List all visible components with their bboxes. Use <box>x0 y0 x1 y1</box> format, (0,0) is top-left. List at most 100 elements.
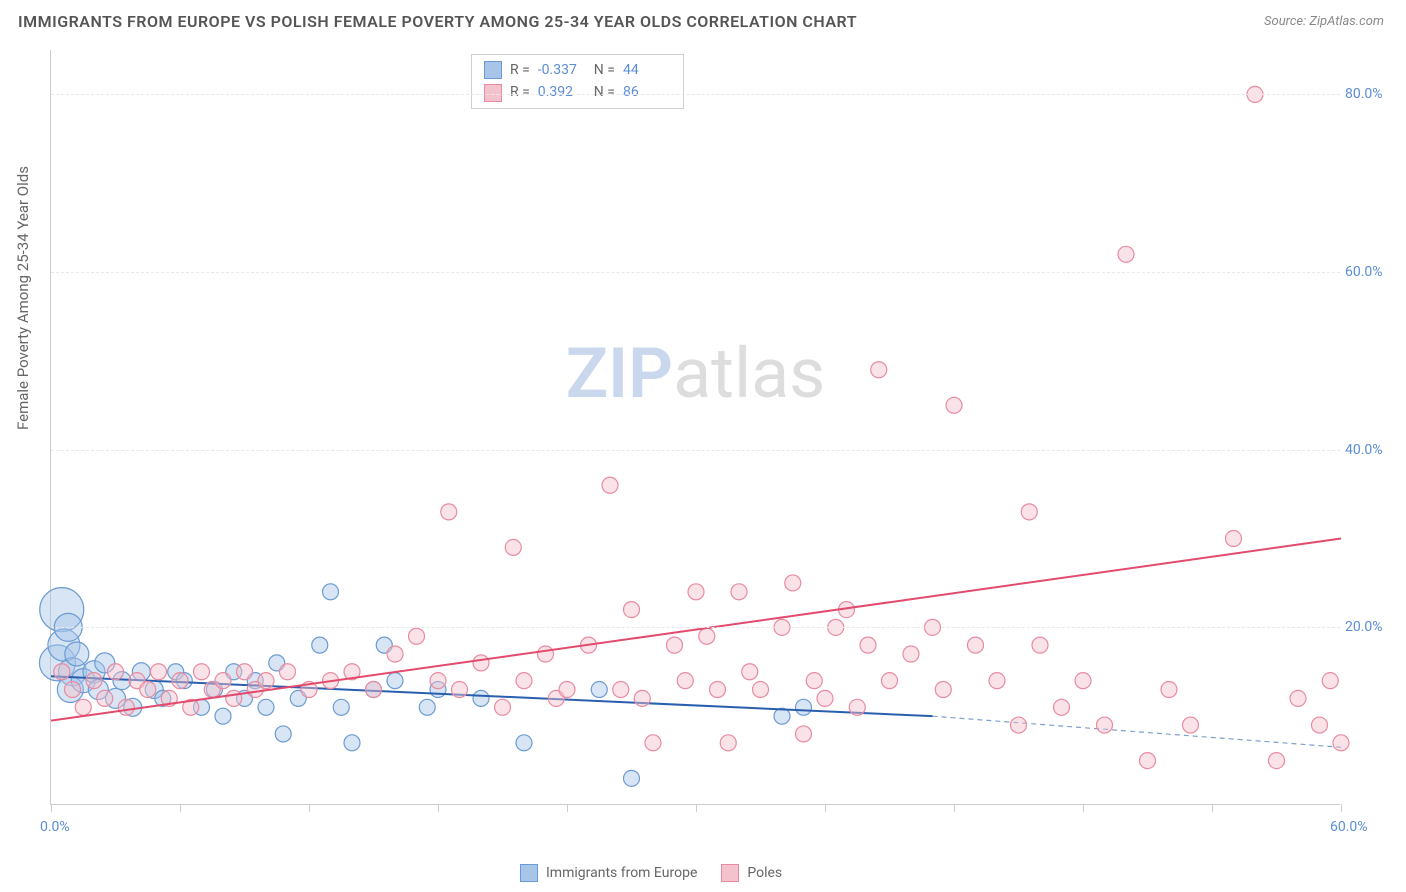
scatter-point-series-1 <box>495 699 511 715</box>
scatter-point-series-1 <box>151 664 167 680</box>
scatter-point-series-0 <box>258 699 274 715</box>
x-tick <box>954 804 955 812</box>
scatter-point-series-1 <box>989 673 1005 689</box>
scatter-point-series-1 <box>731 584 747 600</box>
scatter-point-series-1 <box>452 682 468 698</box>
scatter-point-series-0 <box>796 699 812 715</box>
scatter-point-series-1 <box>720 735 736 751</box>
scatter-point-series-1 <box>54 664 70 680</box>
chart-title: IMMIGRANTS FROM EUROPE VS POLISH FEMALE … <box>18 12 857 31</box>
scatter-point-series-1 <box>108 664 124 680</box>
scatter-point-series-1 <box>280 664 296 680</box>
scatter-point-series-1 <box>903 646 919 662</box>
gridline-h <box>51 94 1340 95</box>
x-tick <box>438 804 439 812</box>
scatter-point-series-0 <box>473 690 489 706</box>
scatter-point-series-0 <box>333 699 349 715</box>
legend-bottom-swatch-1 <box>721 864 739 882</box>
scatter-point-series-1 <box>968 637 984 653</box>
scatter-point-series-1 <box>1161 682 1177 698</box>
scatter-point-series-0 <box>591 682 607 698</box>
scatter-point-series-1 <box>785 575 801 591</box>
scatter-point-series-1 <box>688 584 704 600</box>
gridline-h <box>51 627 1340 628</box>
x-tick <box>567 804 568 812</box>
scatter-point-series-1 <box>1269 753 1285 769</box>
scatter-point-series-1 <box>194 664 210 680</box>
scatter-point-series-1 <box>140 682 156 698</box>
scatter-point-series-1 <box>624 602 640 618</box>
legend-bottom-swatch-0 <box>520 864 538 882</box>
legend-bottom: Immigrants from Europe Poles <box>520 864 782 882</box>
y-tick-label: 80.0% <box>1345 86 1400 102</box>
scatter-point-series-1 <box>667 637 683 653</box>
trend-line-series-1 <box>51 539 1341 721</box>
scatter-point-series-1 <box>430 673 446 689</box>
scatter-point-series-1 <box>258 673 274 689</box>
x-tick <box>696 804 697 812</box>
scatter-point-series-1 <box>677 673 693 689</box>
scatter-point-series-1 <box>1333 735 1349 751</box>
scatter-point-series-1 <box>215 673 231 689</box>
scatter-point-series-1 <box>441 504 457 520</box>
legend-bottom-item-0: Immigrants from Europe <box>520 864 697 882</box>
scatter-point-series-1 <box>1290 690 1306 706</box>
x-tick <box>51 804 52 812</box>
scatter-point-series-1 <box>602 477 618 493</box>
scatter-point-series-0 <box>323 584 339 600</box>
y-axis-label: Female Poverty Among 25-34 Year Olds <box>14 166 32 430</box>
scatter-point-series-1 <box>882 673 898 689</box>
scatter-point-series-1 <box>796 726 812 742</box>
scatter-point-series-0 <box>215 708 231 724</box>
scatter-point-series-1 <box>634 690 650 706</box>
scatter-point-series-1 <box>1054 699 1070 715</box>
scatter-point-series-1 <box>1075 673 1091 689</box>
plot-area: ZIPatlas R = -0.337 N = 44 R = 0.392 N =… <box>50 50 1340 805</box>
scatter-point-series-0 <box>275 726 291 742</box>
x-tick <box>309 804 310 812</box>
scatter-point-series-1 <box>710 682 726 698</box>
scatter-point-series-1 <box>1011 717 1027 733</box>
gridline-h <box>51 272 1340 273</box>
x-tick-label: 0.0% <box>40 819 70 835</box>
scatter-point-series-1 <box>505 539 521 555</box>
scatter-point-series-0 <box>65 642 89 666</box>
scatter-point-series-0 <box>344 735 360 751</box>
scatter-point-series-1 <box>860 637 876 653</box>
scatter-point-series-1 <box>1226 531 1242 547</box>
scatter-point-series-1 <box>97 690 113 706</box>
x-tick <box>1212 804 1213 812</box>
scatter-point-series-1 <box>806 673 822 689</box>
y-tick-label: 40.0% <box>1345 442 1400 458</box>
scatter-point-series-1 <box>817 690 833 706</box>
scatter-point-series-1 <box>753 682 769 698</box>
scatter-point-series-1 <box>1322 673 1338 689</box>
scatter-point-series-1 <box>118 699 134 715</box>
source-attribution: Source: ZipAtlas.com <box>1264 14 1384 29</box>
scatter-point-series-1 <box>366 682 382 698</box>
legend-bottom-label-0: Immigrants from Europe <box>546 865 697 881</box>
scatter-point-series-1 <box>645 735 661 751</box>
x-tick-label: 60.0% <box>1330 819 1368 835</box>
scatter-point-series-1 <box>935 682 951 698</box>
scatter-point-series-1 <box>1097 717 1113 733</box>
scatter-point-series-1 <box>946 397 962 413</box>
scatter-point-series-1 <box>409 628 425 644</box>
y-tick-label: 20.0% <box>1345 619 1400 635</box>
scatter-point-series-1 <box>699 628 715 644</box>
scatter-point-series-0 <box>516 735 532 751</box>
scatter-point-series-1 <box>172 673 188 689</box>
scatter-point-series-1 <box>86 673 102 689</box>
scatter-point-series-0 <box>624 770 640 786</box>
scatter-point-series-1 <box>613 682 629 698</box>
legend-bottom-item-1: Poles <box>721 864 782 882</box>
scatter-point-series-1 <box>1183 717 1199 733</box>
scatter-point-series-1 <box>237 664 253 680</box>
trend-line-dashed-series-0 <box>933 716 1342 747</box>
y-tick-label: 60.0% <box>1345 264 1400 280</box>
scatter-point-series-0 <box>419 699 435 715</box>
x-tick <box>1341 804 1342 812</box>
scatter-point-series-1 <box>849 699 865 715</box>
scatter-point-series-1 <box>1118 246 1134 262</box>
scatter-point-series-1 <box>742 664 758 680</box>
